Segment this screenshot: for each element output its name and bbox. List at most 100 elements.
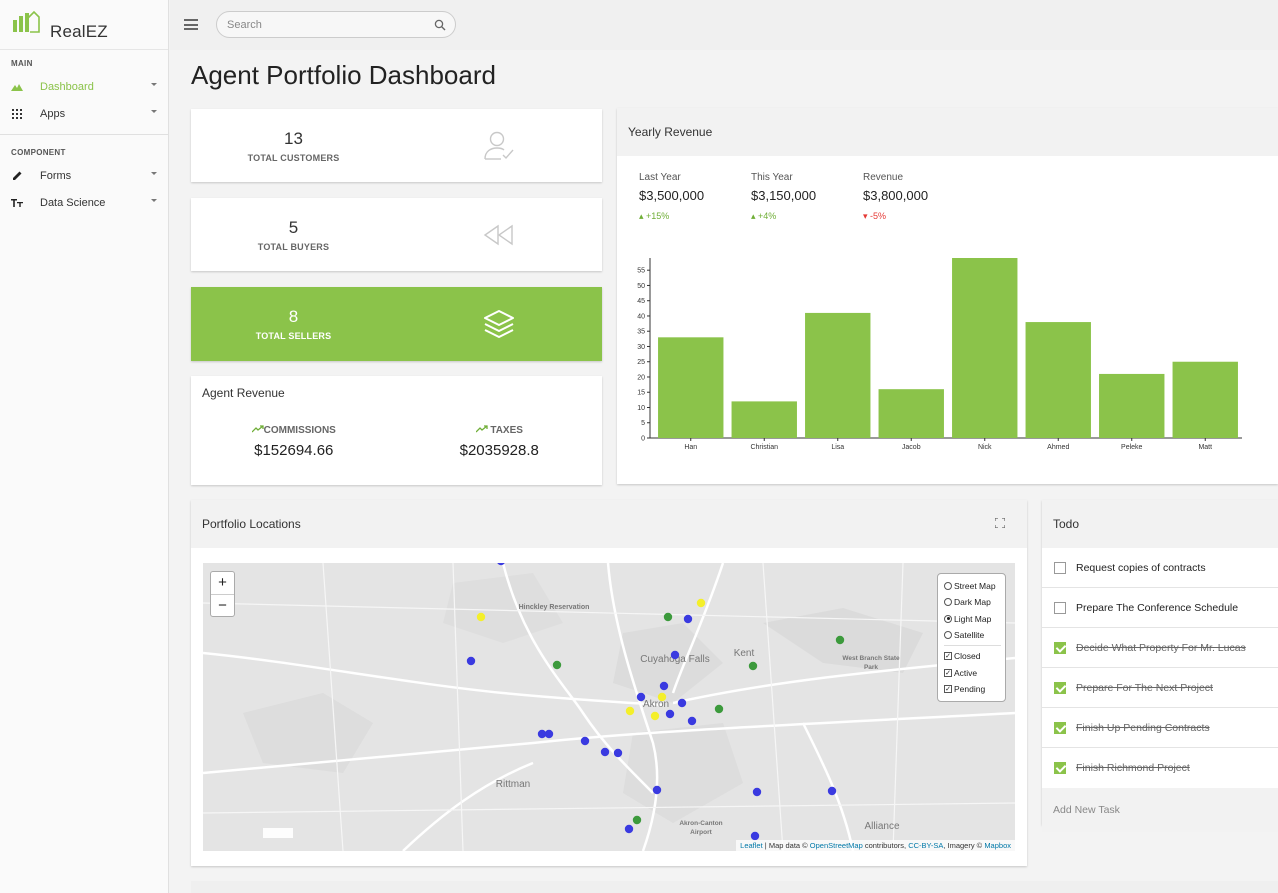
search-icon[interactable] xyxy=(434,19,446,31)
x-tick-label: Nick xyxy=(978,444,992,451)
map-marker-active[interactable] xyxy=(714,704,724,714)
zoom-out-button[interactable]: − xyxy=(211,594,234,616)
license-link[interactable]: CC-BY-SA xyxy=(908,841,944,850)
trending-up-icon xyxy=(251,425,264,433)
map-marker-closed[interactable] xyxy=(613,748,623,758)
map-marker-closed[interactable] xyxy=(580,736,590,746)
layer-option-dark-map[interactable]: Dark Map xyxy=(944,594,1001,610)
brand[interactable]: RealEZ xyxy=(0,0,168,50)
map-marker-closed[interactable] xyxy=(600,747,610,757)
todo-item[interactable]: Request copies of contracts xyxy=(1042,548,1278,588)
yearly-revenue-header: Yearly Revenue xyxy=(617,108,1278,156)
map-marker-closed[interactable] xyxy=(683,614,693,624)
yr-stat-change: ▾ -5% xyxy=(863,211,887,221)
map-marker-closed[interactable] xyxy=(665,709,675,719)
checkbox-checked[interactable] xyxy=(1054,641,1066,654)
layer-option-satellite[interactable]: Satellite xyxy=(944,627,1001,643)
map-marker-pending[interactable] xyxy=(696,598,706,608)
sidebar-item-label: Apps xyxy=(40,107,66,120)
layer-option-light-map[interactable]: Light Map xyxy=(944,611,1001,627)
map-marker-closed[interactable] xyxy=(750,831,760,841)
map-marker-closed[interactable] xyxy=(677,698,687,708)
map-marker-active[interactable] xyxy=(632,815,642,825)
yr-stat-label: Revenue xyxy=(863,172,904,183)
map-marker-pending[interactable] xyxy=(657,692,667,702)
taxes-value: $2035928.8 xyxy=(459,442,539,459)
map-marker-closed[interactable] xyxy=(670,650,680,660)
checkbox[interactable] xyxy=(1054,561,1066,574)
todo-list: Request copies of contracts Prepare The … xyxy=(1042,548,1278,788)
y-tick-label: 20 xyxy=(637,374,645,381)
todo-item[interactable]: Decide What Property For Mr. Lucas xyxy=(1042,628,1278,668)
map-canvas[interactable]: Hinckley Reservation Cuyahoga Falls Kent We… xyxy=(203,563,1015,851)
layer-control: Street Map Dark Map Light Map Satellite … xyxy=(937,573,1006,703)
map-marker-closed[interactable] xyxy=(636,692,646,702)
leaflet-link[interactable]: Leaflet xyxy=(740,841,763,850)
checkbox[interactable] xyxy=(1054,601,1066,614)
checkbox-checked[interactable] xyxy=(1054,721,1066,734)
zoom-in-button[interactable]: + xyxy=(218,574,227,591)
map-marker-active[interactable] xyxy=(552,660,562,670)
yr-stat-last-year: Last Year $3,500,000 ▴ +15% xyxy=(639,172,751,222)
osm-link[interactable]: OpenStreetMap xyxy=(809,841,863,850)
radio-checked-icon xyxy=(944,614,952,623)
commissions-label: COMMISSIONS xyxy=(263,425,336,436)
map-marker-pending[interactable] xyxy=(625,706,635,716)
search-input[interactable] xyxy=(227,18,427,31)
y-tick-label: 25 xyxy=(637,359,645,366)
map-place-label: Akron-Canton xyxy=(679,820,722,827)
sidebar-item-forms[interactable]: Forms xyxy=(0,162,168,189)
map-marker-closed[interactable] xyxy=(687,716,697,726)
agent-revenue-card: Agent Revenue COMMISSIONS $152694.66 TAX… xyxy=(191,376,602,485)
overlay-option-closed[interactable]: ✓ Closed xyxy=(944,651,981,662)
map-marker-pending[interactable] xyxy=(650,711,660,721)
map-place-label: West Branch State xyxy=(842,655,900,662)
mapbox-link[interactable]: Mapbox xyxy=(984,841,1011,850)
yr-stat-label: Last Year xyxy=(639,172,681,183)
map-marker-closed[interactable] xyxy=(537,729,547,739)
taxes-label: TAXES xyxy=(490,425,523,436)
x-tick-label: Han xyxy=(684,444,697,451)
overlay-option-active[interactable]: ✓ Active xyxy=(944,667,978,678)
chevron-down-icon xyxy=(151,110,157,113)
map-marker-closed[interactable] xyxy=(497,563,505,566)
map-marker-closed[interactable] xyxy=(752,787,762,797)
todo-item[interactable]: Finish Richmond Project xyxy=(1042,748,1278,788)
todo-item[interactable]: Prepare For The Next Project xyxy=(1042,668,1278,708)
map-marker-closed[interactable] xyxy=(624,824,634,834)
checkbox-checked[interactable] xyxy=(1054,762,1066,774)
menu-icon[interactable] xyxy=(184,19,198,30)
overlay-option-pending[interactable]: ✓ Pending xyxy=(944,683,986,694)
bar-lisa xyxy=(805,312,871,438)
stat-card-customers: 13 TOTAL CUSTOMERS xyxy=(191,109,602,182)
sidebar-item-dashboard[interactable]: Dashboard xyxy=(0,73,168,100)
map-marker-active[interactable] xyxy=(748,661,758,671)
map-marker-closed[interactable] xyxy=(659,681,669,691)
yr-stat-label: This Year xyxy=(751,172,793,183)
map-marker-pending[interactable] xyxy=(476,612,486,622)
map-marker-active[interactable] xyxy=(835,635,845,645)
stat-value: 13 xyxy=(284,128,303,148)
map-marker-closed[interactable] xyxy=(827,786,837,796)
checkbox-checked[interactable] xyxy=(1054,681,1066,694)
map-marker-closed[interactable] xyxy=(544,729,554,739)
layer-divider xyxy=(944,645,1001,647)
map-title: Portfolio Locations xyxy=(202,517,301,531)
todo-header: Todo xyxy=(1042,500,1278,548)
add-task-input[interactable]: Add New Task xyxy=(1042,788,1278,832)
stat-label: TOTAL BUYERS xyxy=(257,241,330,252)
map-marker-closed[interactable] xyxy=(652,785,662,795)
fullscreen-icon[interactable] xyxy=(995,518,1005,528)
todo-item[interactable]: Prepare The Conference Schedule xyxy=(1042,588,1278,628)
layer-option-street-map[interactable]: Street Map xyxy=(944,578,1001,594)
nav-section-component: COMPONENT xyxy=(11,148,66,157)
chevron-down-icon xyxy=(151,83,157,86)
sidebar-item-apps[interactable]: Apps xyxy=(0,100,168,127)
y-tick-label: 50 xyxy=(637,283,645,290)
todo-item[interactable]: Finish Up Pending Contracts xyxy=(1042,708,1278,748)
commissions-value: $152694.66 xyxy=(254,442,334,459)
map-marker-closed[interactable] xyxy=(466,656,476,666)
yr-stat-value: $3,800,000 xyxy=(863,188,929,203)
sidebar-item-data-science[interactable]: Data Science xyxy=(0,189,168,216)
map-marker-active[interactable] xyxy=(663,612,673,622)
